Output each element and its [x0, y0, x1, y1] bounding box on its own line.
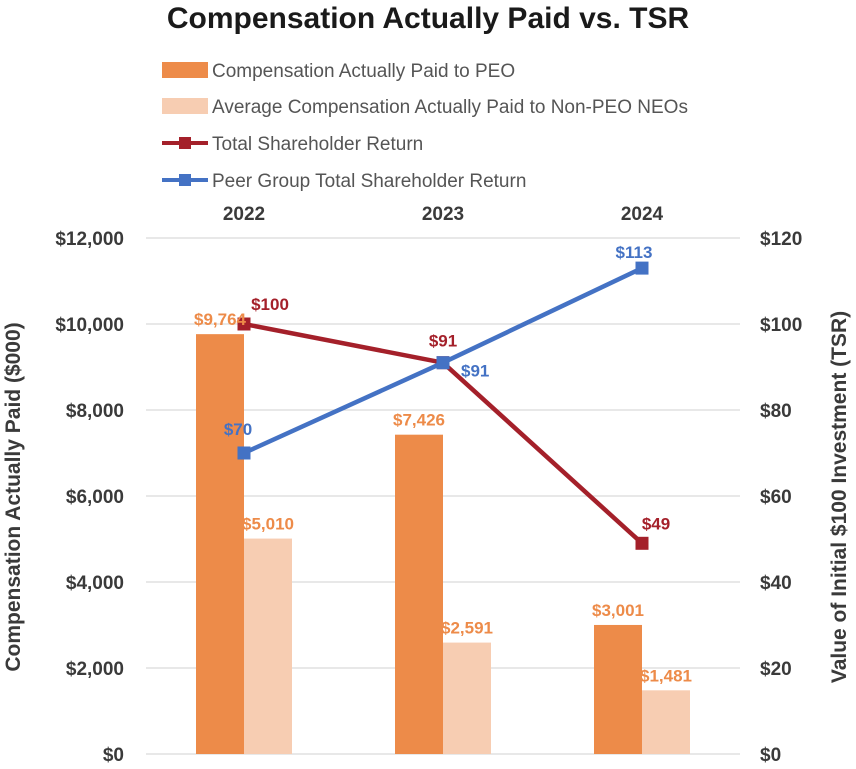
bar-non-peo: [244, 538, 292, 754]
bar-peo: [594, 624, 642, 754]
left-tick-label: $2,000: [66, 659, 124, 680]
legend-swatch-bar: [162, 62, 208, 78]
right-tick-label: $60: [760, 487, 792, 508]
bar-label-peo: $3,001: [592, 601, 644, 620]
legend-label: Peer Group Total Shareholder Return: [212, 171, 526, 192]
tsr-label: $49: [642, 514, 670, 533]
left-tick-label: $8,000: [66, 401, 124, 422]
legend-swatch-marker: [179, 174, 191, 186]
peer-tsr-label: $70: [224, 420, 252, 439]
bar-non-peo: [443, 642, 491, 754]
year-label: 2023: [422, 204, 464, 225]
peer-tsr-marker: [436, 356, 450, 370]
right-tick-label: $0: [760, 745, 781, 766]
left-tick-label: $4,000: [66, 573, 124, 594]
bar-label-non-peo: $1,481: [640, 666, 692, 685]
peer-tsr-label: $113: [616, 243, 653, 262]
lines: [237, 261, 649, 550]
left-axis-label: Compensation Actually Paid ($000): [2, 322, 25, 671]
legend-label: Compensation Actually Paid to PEO: [212, 61, 515, 82]
chart-title: Compensation Actually Paid vs. TSR: [167, 2, 690, 35]
left-tick-label: $0: [103, 745, 124, 766]
right-tick-label: $40: [760, 573, 792, 594]
legend: Compensation Actually Paid to PEO Average…: [162, 61, 688, 192]
right-tick-label: $100: [760, 315, 802, 336]
peer-tsr-marker: [237, 446, 251, 460]
tsr-label: $91: [429, 332, 457, 351]
right-tick-label: $120: [760, 229, 802, 250]
left-tick-label: $12,000: [55, 229, 124, 250]
year-label: 2022: [223, 204, 265, 225]
data-labels: $9,764 $7,426 $3,001 $5,010 $2,591 $1,481 $100…: [194, 243, 692, 685]
year-labels: 2022 2023 2024: [223, 204, 664, 225]
peer-tsr-label: $91: [461, 362, 489, 381]
year-label: 2024: [621, 204, 664, 225]
legend-label: Total Shareholder Return: [212, 134, 423, 155]
tsr-label: $100: [251, 295, 289, 314]
legend-swatch-marker: [179, 137, 191, 149]
bar-label-peo: $7,426: [393, 411, 445, 430]
left-tick-label: $6,000: [66, 487, 124, 508]
left-tick-label: $10,000: [55, 315, 124, 336]
right-tick-label: $80: [760, 401, 792, 422]
bar-peo: [196, 334, 244, 754]
bar-non-peo: [642, 690, 690, 754]
bar-label-peo: $9,764: [194, 310, 247, 329]
right-tick-label: $20: [760, 659, 792, 680]
bars: [196, 334, 690, 754]
tsr-marker: [237, 317, 251, 331]
tsr-marker: [635, 536, 649, 550]
bar-peo: [395, 434, 443, 754]
right-axis-label: Value of Initial $100 Investment (TSR): [828, 311, 851, 683]
peer-tsr-marker: [635, 261, 649, 275]
legend-label: Average Compensation Actually Paid to No…: [212, 97, 688, 118]
legend-swatch-bar: [162, 98, 208, 114]
right-axis-ticks: $0 $20 $40 $60 $80 $100 $120: [760, 229, 802, 766]
bar-label-non-peo: $2,591: [441, 619, 493, 638]
left-axis-ticks: $0 $2,000 $4,000 $6,000 $8,000 $10,000 $12,000: [55, 229, 124, 766]
bar-label-non-peo: $5,010: [242, 515, 294, 534]
